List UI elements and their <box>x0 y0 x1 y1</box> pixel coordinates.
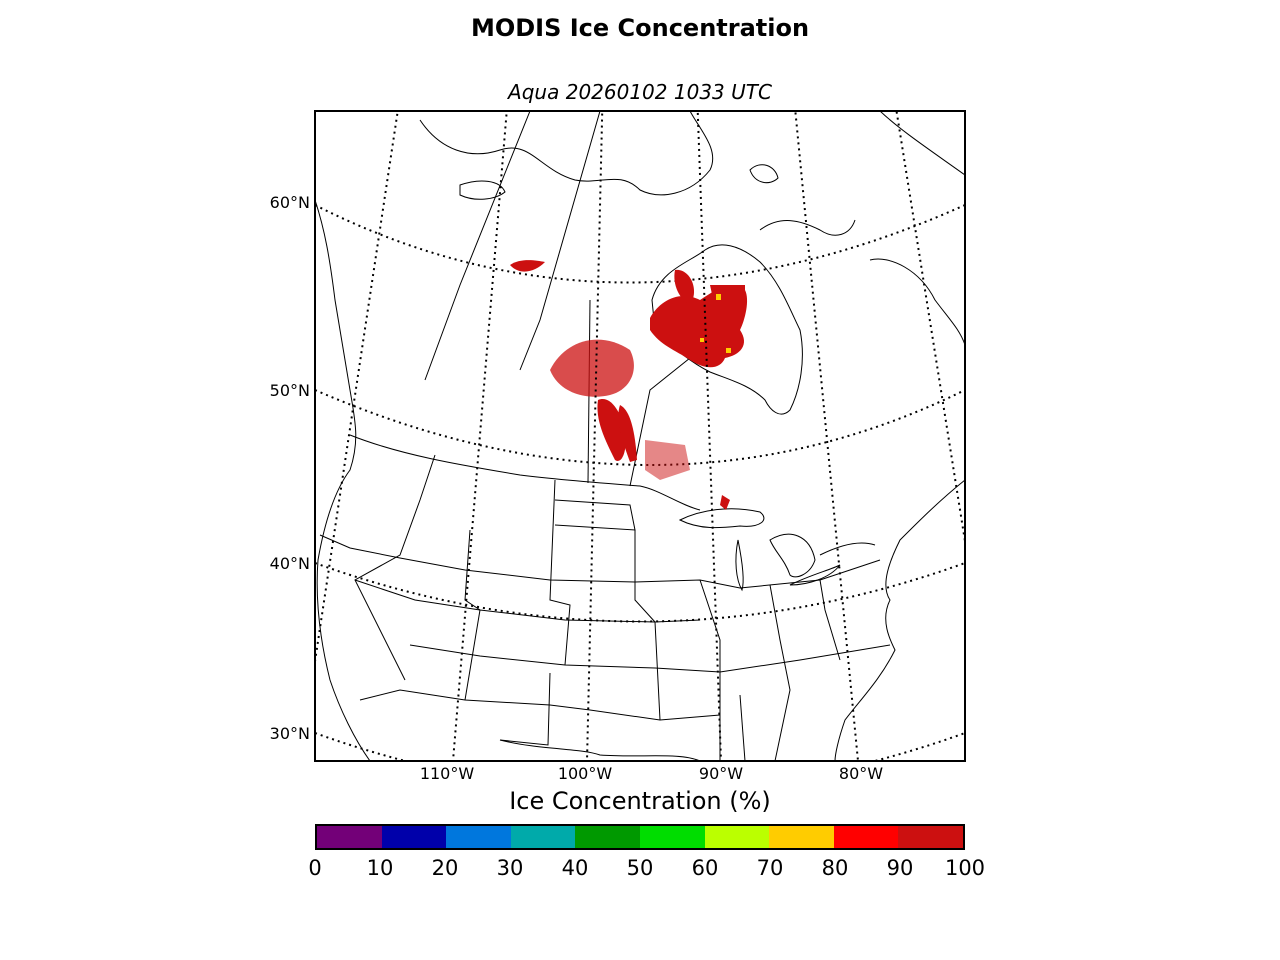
lon-label-110w: 110°W <box>419 764 475 783</box>
colorbar-segment <box>575 826 640 848</box>
lat-label-60n: 60°N <box>269 193 310 212</box>
colorbar-segment <box>446 826 511 848</box>
lon-label-80w: 80°W <box>838 764 884 783</box>
map-frame <box>314 110 966 762</box>
meridian-line <box>794 111 860 761</box>
colorbar-tick-label: 20 <box>431 856 459 880</box>
colorbar-tick-label: 80 <box>821 856 849 880</box>
graticule <box>315 204 965 761</box>
colorbar-tick-label: 40 <box>561 856 589 880</box>
colorbar-tick-label: 30 <box>496 856 524 880</box>
colorbar-tick-label: 50 <box>626 856 654 880</box>
parallel-50n <box>315 389 965 466</box>
colorbar-tick-label: 90 <box>886 856 914 880</box>
meridian-line <box>315 111 399 668</box>
lon-label-100w: 100°W <box>557 764 613 783</box>
colorbar-segment <box>769 826 834 848</box>
colorbar-segment <box>898 826 963 848</box>
colorbar-tick-label: 100 <box>944 856 986 880</box>
colorbar-segment <box>704 826 770 848</box>
colorbar-tick-label: 10 <box>366 856 394 880</box>
lat-label-50n: 50°N <box>269 381 310 400</box>
lon-label-90w: 90°W <box>698 764 744 783</box>
colorbar-segment <box>833 826 899 848</box>
parallel-60n <box>315 204 965 284</box>
coastlines-and-borders <box>315 111 965 761</box>
ice-concentration-layer <box>510 260 748 510</box>
meridian-line <box>696 111 723 761</box>
lat-label-40n: 40°N <box>269 554 310 573</box>
ice-lower-concentration-patches <box>700 294 731 353</box>
colorbar-tick-label: 0 <box>308 856 322 880</box>
figure-subtitle: Aqua 20260102 1033 UTC <box>508 80 772 104</box>
colorbar-segment <box>510 826 576 848</box>
colorbar-segment <box>639 826 705 848</box>
colorbar-segment <box>381 826 447 848</box>
colorbar-title: Ice Concentration (%) <box>509 787 771 815</box>
figure-title: MODIS Ice Concentration <box>470 14 810 42</box>
colorbar <box>315 824 965 850</box>
colorbar-tick-label: 60 <box>691 856 719 880</box>
meridian-line <box>451 111 508 761</box>
lat-label-30n: 30°N <box>269 724 310 743</box>
parallel-40n <box>315 562 965 623</box>
colorbar-segment <box>317 826 382 848</box>
colorbar-tick-label: 70 <box>756 856 784 880</box>
